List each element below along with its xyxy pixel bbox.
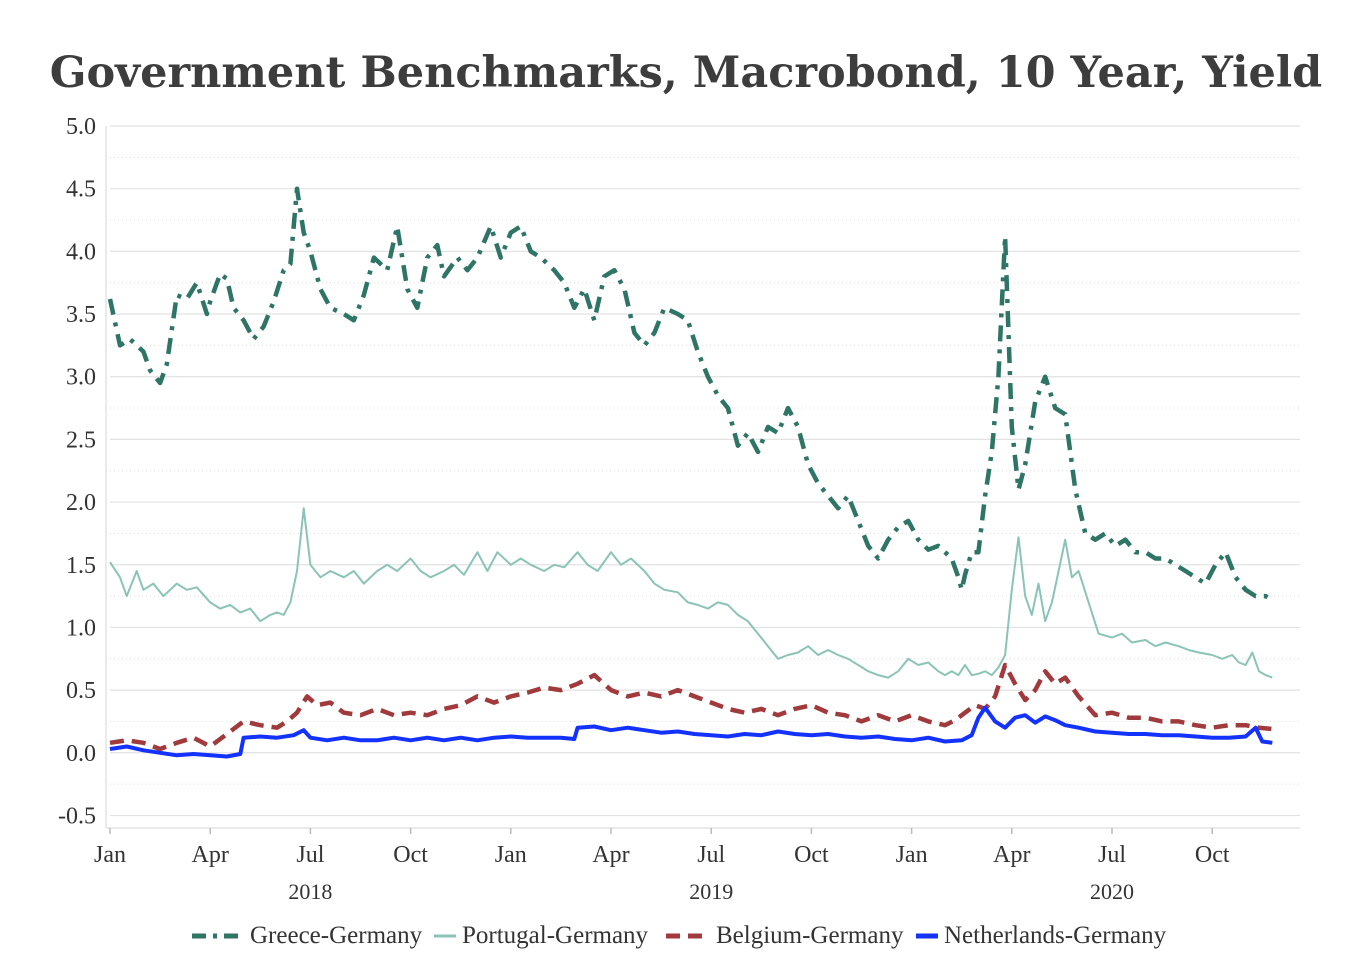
legend-swatch-netherlands bbox=[916, 933, 938, 939]
series-line-netherlands-germany bbox=[109, 705, 1273, 759]
series-line-belgium-germany bbox=[109, 662, 1273, 752]
legend-label: Netherlands-Germany bbox=[944, 922, 1167, 949]
y-tick-label: 0.5 bbox=[66, 678, 96, 704]
legend-label: Belgium-Germany bbox=[716, 922, 904, 949]
legend-label: Greece-Germany bbox=[250, 922, 423, 949]
x-year-label: 2018 bbox=[288, 879, 332, 904]
y-tick-label: 4.5 bbox=[66, 177, 96, 203]
legend-item-greece: Greece-Germany bbox=[190, 918, 422, 954]
series-line-greece-germany bbox=[107, 186, 1274, 602]
legend-swatch-belgium bbox=[666, 933, 710, 939]
series-line-portugal-germany bbox=[109, 507, 1273, 679]
legend-item-portugal: Portugal-Germany bbox=[432, 918, 648, 954]
x-tick-label: Apr bbox=[592, 842, 629, 868]
y-tick-label: 1.5 bbox=[66, 553, 96, 579]
y-tick-label: 3.5 bbox=[66, 302, 96, 328]
legend-swatch-greece bbox=[192, 933, 244, 939]
y-axis-ticks: 5.0 4.5 4.0 3.5 3.0 2.5 2.0 1.5 1.0 0.5 0.0 -0.5 bbox=[58, 114, 96, 829]
chart-title: Government Benchmarks, Macrobond, 10 Yea… bbox=[49, 48, 1323, 98]
x-tick-label: Jul bbox=[1098, 842, 1126, 868]
x-year-label: 2020 bbox=[1090, 879, 1134, 904]
x-tick-label: Oct bbox=[794, 842, 829, 868]
x-tick-label: Oct bbox=[393, 842, 428, 868]
legend-item-netherlands: Netherlands-Germany bbox=[914, 918, 1166, 954]
y-tick-label: 5.0 bbox=[66, 114, 96, 140]
y-tick-label: 3.0 bbox=[66, 365, 96, 391]
x-tick-label: Jul bbox=[697, 842, 725, 868]
y-tick-label: -0.5 bbox=[58, 803, 96, 829]
x-tick-label: Jan bbox=[896, 842, 928, 868]
x-tick-label: Jan bbox=[495, 842, 527, 868]
legend-swatch-portugal bbox=[434, 934, 456, 938]
x-tick-label: Apr bbox=[993, 842, 1030, 868]
x-axis-ticks: Jan Apr Jul Oct Jan Apr Jul Oct Jan Apr Jul Oct 2018… bbox=[94, 828, 1230, 904]
y-tick-label: 4.0 bbox=[66, 239, 96, 265]
y-tick-label: 2.5 bbox=[66, 427, 96, 453]
y-tick-label: 1.0 bbox=[66, 615, 96, 641]
x-tick-label: Apr bbox=[192, 842, 229, 868]
x-tick-label: Oct bbox=[1195, 842, 1230, 868]
legend-label: Portugal-Germany bbox=[462, 922, 649, 949]
x-tick-label: Jul bbox=[296, 842, 324, 868]
y-tick-label: 0.0 bbox=[66, 741, 96, 767]
grid-lines bbox=[105, 125, 1300, 829]
legend-item-belgium: Belgium-Germany bbox=[664, 918, 903, 954]
x-year-label: 2019 bbox=[689, 879, 733, 904]
legend: Greece-Germany Portugal-Germany Belgium-… bbox=[0, 918, 1348, 954]
x-tick-label: Jan bbox=[94, 842, 126, 868]
series-lines bbox=[107, 186, 1274, 759]
y-tick-label: 2.0 bbox=[66, 490, 96, 516]
